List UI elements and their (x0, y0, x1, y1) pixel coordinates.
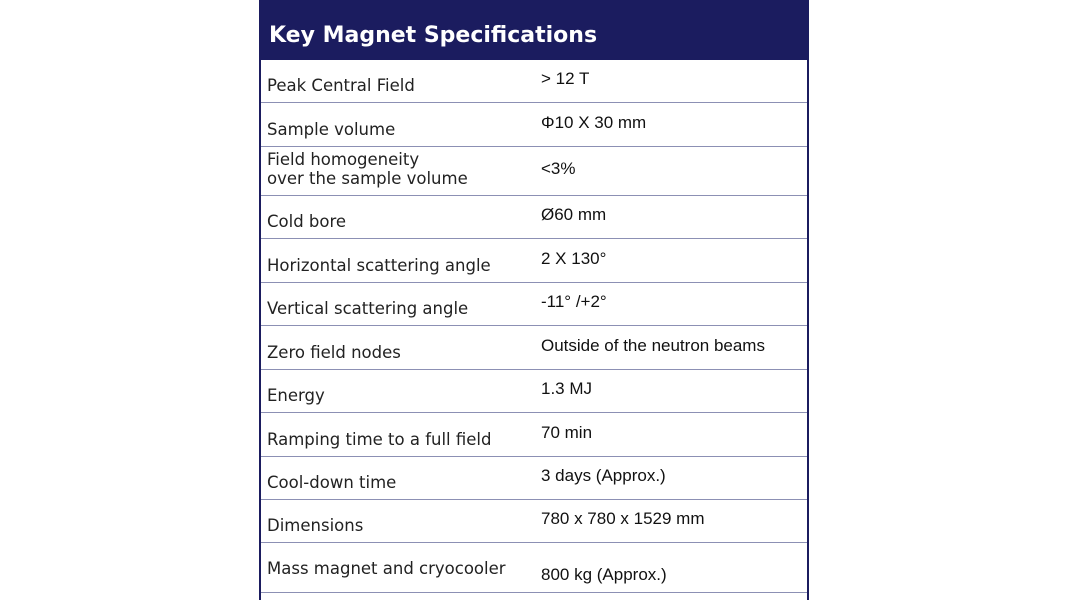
spec-label: Horizontal scattering angle (267, 256, 491, 275)
spec-label: Peak Central Field (267, 76, 415, 95)
table-row: Zero field nodes Outside of the neutron b… (261, 326, 807, 370)
spec-label: Vertical scattering angle (267, 299, 469, 318)
specifications-table: Key Magnet Specifications Peak Central F… (259, 0, 809, 600)
table-row: Energy 1.3 MJ (261, 370, 807, 413)
spec-value: 3 days (Approx.) (541, 466, 666, 485)
table-row: Ramping time to a full field 70 min (261, 413, 807, 457)
spec-value: -11° /+2° (541, 292, 607, 311)
table-row: Peak Central Field > 12 T (261, 60, 807, 103)
table-row: Cool-down time 3 days (Approx.) (261, 457, 807, 500)
table-row: Horizontal scattering angle 2 X 130° (261, 239, 807, 283)
table-row: Mass magnet and cryocooler 800 kg (Approx… (261, 543, 807, 593)
spec-value: 800 kg (Approx.) (541, 565, 667, 584)
spec-label: Energy (267, 386, 325, 405)
spec-value: 1.3 MJ (541, 379, 593, 398)
spec-value: 780 x 780 x 1529 mm (541, 509, 705, 528)
spec-value: Φ10 X 30 mm (541, 112, 647, 132)
table-header: Key Magnet Specifications (261, 0, 807, 60)
table-title: Key Magnet Specifications (269, 23, 598, 48)
spec-value: 70 min (541, 422, 593, 442)
table-row: Cold bore Ø60 mm (261, 196, 807, 239)
spec-label: Field homogeneity over the sample volume (267, 150, 468, 188)
spec-value: <3% (541, 159, 576, 178)
spec-label: Cold bore (267, 212, 347, 231)
spec-label: Dimensions (267, 516, 364, 535)
table-row: Vertical scattering angle -11° /+2° (261, 283, 807, 326)
spec-label: Zero field nodes (267, 343, 401, 362)
table-row: Sample volume Φ10 X 30 mm (261, 103, 807, 147)
spec-value: Ø60 mm (541, 205, 607, 224)
spec-value: > 12 T (541, 69, 590, 88)
spec-label: Ramping time to a full field (267, 430, 492, 449)
spec-value: 2 X 130° (541, 248, 607, 268)
table-row: Field homogeneity over the sample volume… (261, 147, 807, 196)
spec-label: Sample volume (267, 120, 396, 139)
spec-label: Mass magnet and cryocooler (267, 559, 506, 578)
spec-label: Cool-down time (267, 473, 397, 492)
table-row: Dimensions 780 x 780 x 1529 mm (261, 500, 807, 543)
spec-value: Outside of the neutron beams (541, 335, 765, 355)
